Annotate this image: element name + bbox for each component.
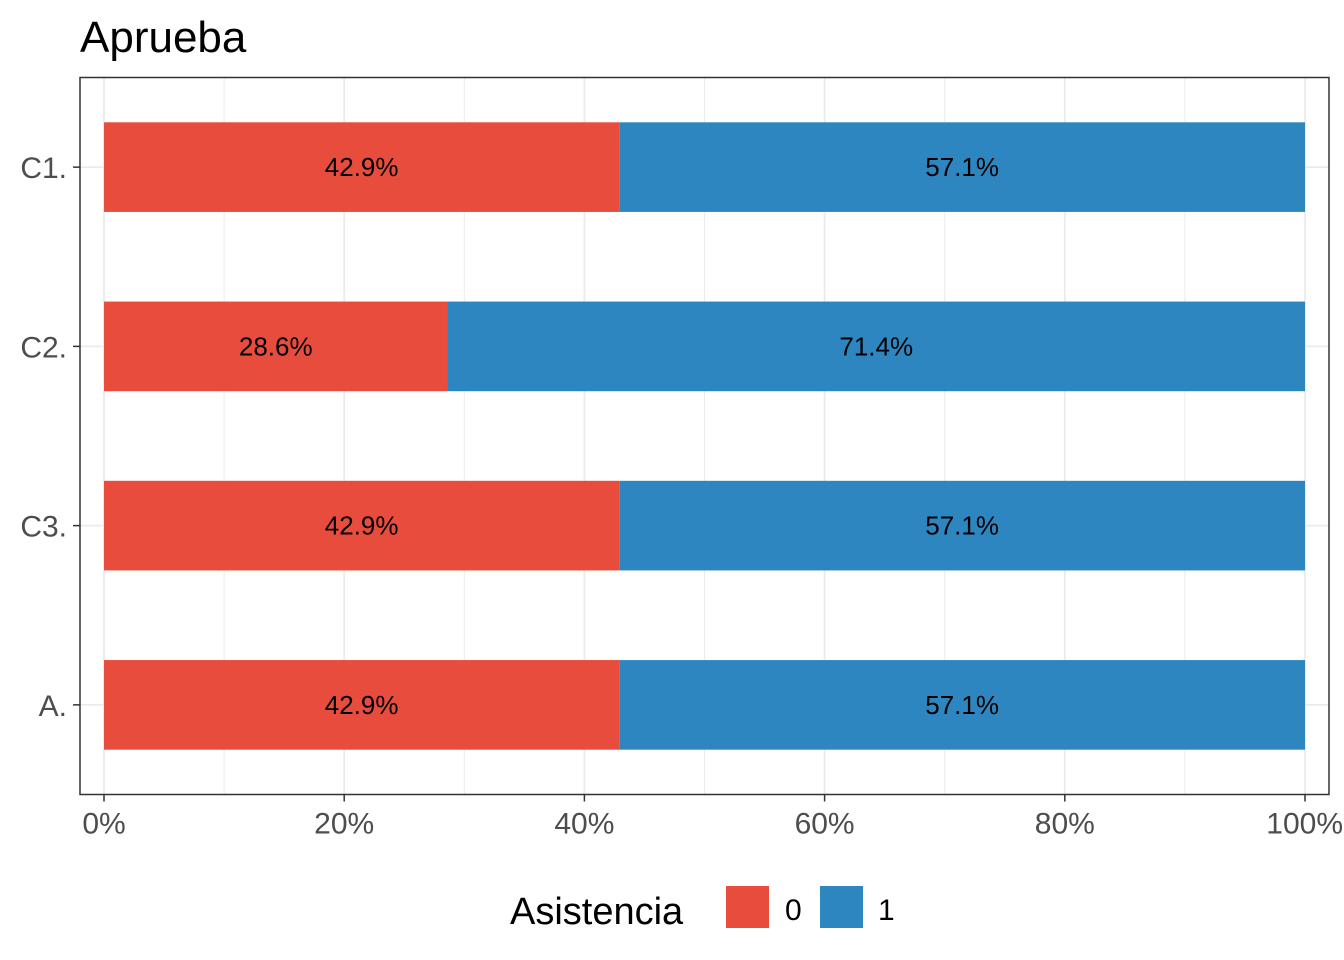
legend-swatch-0 <box>726 886 769 928</box>
x-tick-label: 100% <box>1266 808 1343 841</box>
data-label: 57.1% <box>925 690 999 720</box>
data-label: 42.9% <box>325 690 399 720</box>
data-label: 57.1% <box>925 511 999 541</box>
data-label: 71.4% <box>839 331 913 361</box>
data-label: 28.6% <box>239 331 313 361</box>
bar-segment-0-2 <box>104 301 448 392</box>
legend-title: Asistencia <box>510 891 684 933</box>
bar-segment-1-4 <box>619 660 1305 750</box>
bar-segment-1-2 <box>447 301 1306 392</box>
legend-label-1: 1 <box>878 894 895 927</box>
bar-segment-0-1 <box>104 122 620 212</box>
chart-title: Aprueba <box>80 13 247 62</box>
y-tick-label: C3. <box>20 511 67 544</box>
data-label: 57.1% <box>925 152 999 182</box>
bar-segment-1-3 <box>619 480 1305 571</box>
bar-segment-0-3 <box>104 480 620 571</box>
y-axis: C1. C2. C3. A. <box>20 152 80 723</box>
x-tick-label: 40% <box>554 808 614 841</box>
x-tick-label: 80% <box>1035 808 1095 841</box>
legend: Asistencia 0 1 <box>510 886 895 933</box>
legend-swatch-1 <box>820 886 863 928</box>
x-axis: 0% 20% 40% 60% 80% 100% <box>82 794 1343 841</box>
bars <box>104 122 1306 750</box>
data-label: 42.9% <box>325 152 399 182</box>
plot-panel-border <box>79 76 1330 796</box>
x-tick-label: 0% <box>82 808 125 841</box>
bar-segment-0-4 <box>104 660 620 750</box>
x-tick-label: 60% <box>795 808 855 841</box>
bar-segment-1-1 <box>619 122 1305 212</box>
x-tick-label: 20% <box>314 808 374 841</box>
y-tick-label: C1. <box>20 152 67 185</box>
y-tick-label: A. <box>39 690 67 723</box>
legend-label-0: 0 <box>785 894 802 927</box>
data-labels: 42.9% 57.1% 28.6% 71.4% 42.9% 57.1% 42.9% 57.1% <box>239 152 999 720</box>
y-tick-label: C2. <box>20 331 67 364</box>
data-label: 42.9% <box>325 511 399 541</box>
